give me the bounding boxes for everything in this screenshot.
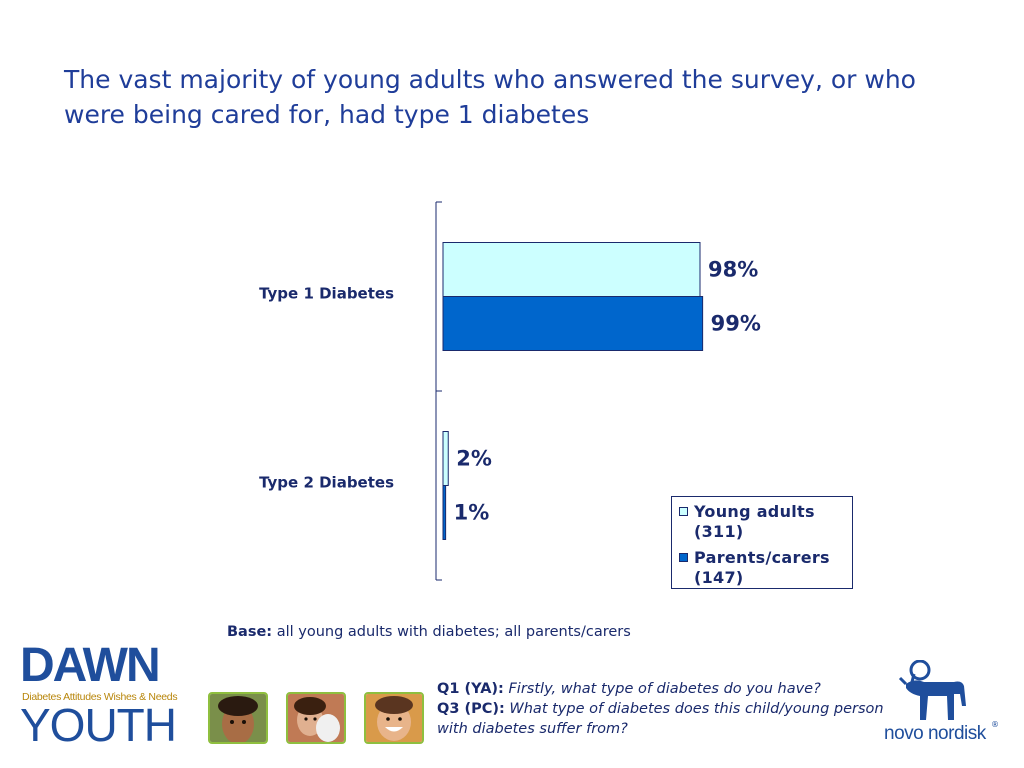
registered-mark: ® — [991, 720, 999, 729]
category-label: Type 1 Diabetes — [259, 285, 394, 303]
dawn-youth-logo: DAWN Diabetes Attitudes Wishes & Needs Y… — [20, 642, 190, 751]
legend-item-parents-carers: Parents/carers (147) — [679, 548, 854, 588]
legend-label-parents-carers: Parents/carers (147) — [694, 548, 830, 587]
survey-questions: Q1 (YA): Firstly, what type of diabetes … — [437, 679, 917, 739]
novo-nordisk-logo: novo nordisk ® — [884, 659, 1002, 750]
bar-parents-carers — [442, 485, 447, 540]
legend-item-young-adults: Young adults (311) — [679, 502, 854, 542]
child-photo-2 — [286, 692, 346, 744]
question-1: Q1 (YA): Firstly, what type of diabetes … — [437, 679, 917, 699]
category-label: Type 2 Diabetes — [259, 474, 394, 492]
base-label: Base: — [227, 624, 273, 640]
data-label: 99% — [711, 312, 761, 336]
bar-young-adults — [442, 242, 701, 297]
question-3: Q3 (PC): What type of diabetes does this… — [437, 699, 917, 739]
child-photo-3 — [364, 692, 424, 744]
data-label: 1% — [454, 501, 490, 525]
chart-legend: Young adults (311) Parents/carers (147) — [671, 496, 853, 589]
legend-swatch-parents-carers — [679, 553, 688, 562]
legend-label-young-adults: Young adults (311) — [694, 502, 815, 541]
question-key: Q1 (YA): — [437, 681, 504, 697]
child-photo-1 — [208, 692, 268, 744]
bar-young-adults — [442, 431, 449, 486]
data-label: 2% — [456, 447, 492, 471]
question-text: Firstly, what type of diabetes do you ha… — [508, 681, 821, 697]
dawn-wordmark: DAWN — [20, 639, 161, 692]
legend-swatch-young-adults — [679, 507, 688, 516]
bar-parents-carers — [442, 296, 704, 351]
question-key: Q3 (PC): — [437, 701, 505, 717]
novo-nordisk-wordmark: novo nordisk — [884, 723, 986, 744]
slide-title: The vast majority of young adults who an… — [64, 65, 916, 129]
apis-bull-icon — [898, 659, 966, 720]
base-text: all young adults with diabetes; all pare… — [276, 624, 631, 640]
question-text: What type of diabetes does this child/yo… — [437, 701, 884, 737]
dawn-subtitle: Diabetes Attitudes Wishes & Needs — [22, 691, 178, 703]
youth-wordmark: YOUTH — [20, 699, 177, 751]
base-note: Base: all young adults with diabetes; al… — [227, 624, 631, 640]
data-label: 98% — [708, 258, 758, 282]
